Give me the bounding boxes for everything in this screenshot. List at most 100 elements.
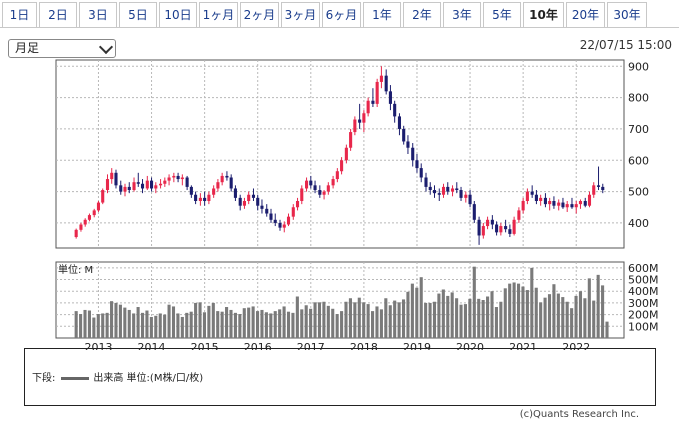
candle-body (384, 75, 388, 92)
candle-body (163, 180, 167, 184)
volume-bar (273, 311, 277, 338)
volume-bar (424, 302, 428, 338)
candle-body (388, 91, 392, 104)
legend-box (24, 348, 656, 406)
x-tick-label: 2022 (562, 341, 590, 350)
volume-bar (304, 305, 308, 338)
volume-bar (362, 302, 366, 338)
volume-bar (503, 288, 507, 338)
candle-body (371, 100, 375, 104)
volume-tick-label: 300M (628, 297, 659, 310)
candle-body (189, 186, 193, 195)
candle-body (291, 207, 295, 217)
volume-bar (366, 304, 370, 338)
volume-bar (149, 316, 153, 338)
volume-bar (472, 266, 476, 338)
candle-body (464, 194, 468, 198)
period-select[interactable]: 月足 (8, 39, 116, 58)
candle-body (159, 183, 163, 186)
candle-body (220, 175, 224, 183)
volume-bar (255, 311, 260, 338)
volume-tick-label: 400M (628, 285, 659, 298)
volume-bar (401, 299, 406, 338)
volume-bar (463, 304, 468, 338)
tab-9[interactable]: 6ヶ月 (322, 2, 361, 28)
candle-body (154, 185, 158, 189)
legend: 下段: 出来高 単位:(M株/口/枚) (32, 369, 203, 384)
candle-body (428, 186, 432, 191)
volume-bar (592, 300, 596, 338)
volume-bar (379, 309, 383, 338)
volume-tick-label: 600M (628, 262, 659, 275)
volume-bar (79, 314, 83, 338)
candle-body (565, 204, 569, 208)
volume-bar (516, 283, 521, 338)
tab-13[interactable]: 5年 (483, 2, 521, 28)
volume-bar (574, 295, 578, 338)
volume-bar (583, 298, 587, 338)
volume-bar (171, 306, 176, 338)
candle-body (87, 215, 91, 220)
candle-body (247, 194, 251, 201)
volume-bar (189, 311, 193, 338)
candle-body (318, 190, 322, 195)
candle-body (185, 177, 189, 187)
volume-bar (432, 301, 437, 338)
x-tick-label: 2017 (297, 341, 325, 350)
volume-bar (419, 277, 423, 338)
tab-14[interactable]: 10年 (523, 2, 564, 28)
volume-bar (180, 316, 184, 338)
candle-body (592, 185, 596, 195)
volume-bar (167, 304, 171, 338)
volume-tick-label: 100M (628, 320, 659, 333)
candle-body (233, 188, 237, 198)
tab-5[interactable]: 10日 (159, 2, 197, 28)
volume-bar (508, 283, 512, 338)
x-tick-label: 2018 (350, 341, 378, 350)
candle-body (136, 182, 140, 184)
volume-bar (163, 314, 167, 338)
volume-bar (490, 291, 494, 338)
volume-bar (415, 287, 419, 338)
x-tick-label: 2013 (84, 341, 112, 350)
candle-body (344, 147, 348, 161)
candle-body (419, 168, 423, 178)
volume-bar (202, 312, 207, 338)
volume-bar (331, 308, 335, 338)
candle-body (455, 188, 459, 191)
volume-bar (145, 310, 149, 338)
tab-7[interactable]: 2ヶ月 (240, 2, 279, 28)
volume-bar (220, 311, 224, 338)
volume-bar (481, 300, 485, 338)
candle-body (557, 202, 561, 206)
volume-bar (388, 305, 392, 338)
volume-bar (114, 302, 118, 338)
tab-12[interactable]: 3年 (443, 2, 481, 28)
volume-bar (348, 298, 352, 338)
tab-10[interactable]: 1年 (363, 2, 401, 28)
candle-body (441, 186, 446, 195)
x-tick-label: 2014 (138, 341, 166, 350)
volume-bar (375, 306, 379, 338)
volume-bar (127, 309, 131, 338)
volume-bar (371, 311, 375, 338)
volume-bar (229, 309, 233, 338)
candle-body (358, 119, 362, 123)
candle-body (229, 177, 233, 189)
volume-bar (118, 304, 122, 338)
candle-body (207, 194, 211, 201)
tab-3[interactable]: 3日 (79, 2, 117, 28)
legend-item: 出来高 単位:(M株/口/枚) (93, 373, 204, 384)
volume-bar (251, 306, 255, 338)
tab-6[interactable]: 1ヶ月 (199, 2, 238, 28)
volume-bar (393, 300, 397, 338)
candle-body (490, 219, 494, 225)
candle-body (172, 175, 176, 178)
price-tick-label: 800 (628, 92, 649, 105)
candle-body (176, 175, 180, 180)
candle-body (79, 224, 83, 230)
volume-bar (269, 313, 273, 338)
candle-body (539, 197, 543, 201)
candle-body (446, 186, 450, 192)
tab-1[interactable]: 1日 (2, 2, 37, 28)
